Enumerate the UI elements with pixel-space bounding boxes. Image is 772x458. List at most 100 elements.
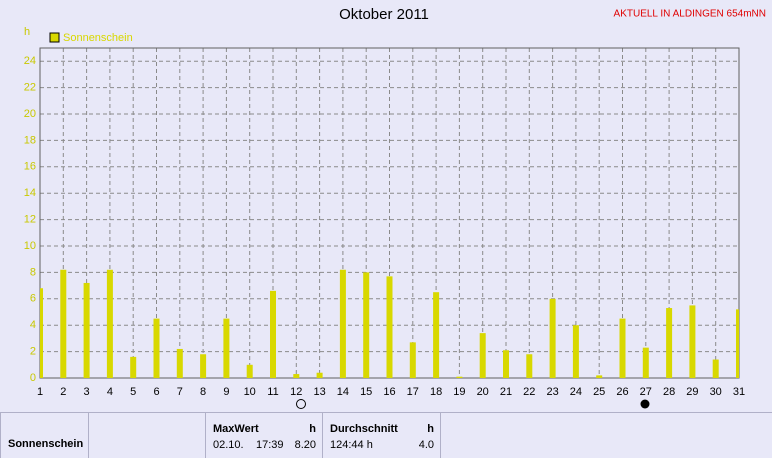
x-tick-label: 30 (710, 386, 722, 398)
y-tick-label: 16 (24, 161, 36, 173)
x-tick-label: 2 (60, 386, 66, 398)
bar (712, 359, 719, 378)
bar (736, 309, 739, 378)
bar (316, 372, 323, 378)
empty-cell (88, 412, 205, 458)
bar (246, 364, 253, 378)
moon-full (296, 399, 306, 409)
y-tick-label: 14 (24, 187, 36, 199)
x-tick-label: 22 (523, 386, 535, 398)
bar (60, 269, 67, 378)
x-tick-label: 3 (84, 386, 90, 398)
x-tick-label: 1 (37, 386, 43, 398)
row-label: Sonnenschein (8, 438, 84, 450)
bars (40, 269, 739, 378)
x-tick-label: 26 (616, 386, 628, 398)
bar (526, 354, 533, 378)
x-tick-label: 5 (130, 386, 136, 398)
bar (339, 269, 346, 378)
legend-swatch (49, 32, 60, 43)
empty-cell (440, 412, 772, 458)
y-tick-label: 4 (30, 319, 36, 331)
avg-total: 124:44 h (330, 439, 373, 451)
bar (386, 276, 393, 378)
bar (596, 375, 603, 378)
bar (176, 348, 183, 378)
max-cell: MaxWert h 02.10. 17:39 8.20 (205, 412, 322, 458)
x-tick-label: 25 (593, 386, 605, 398)
bar (363, 272, 370, 378)
y-tick-label: 18 (24, 134, 36, 146)
x-tick-label: 13 (313, 386, 325, 398)
x-tick-label: 24 (570, 386, 582, 398)
avg-cell: Durchschnitt h 124:44 h 4.0 (322, 412, 440, 458)
y-tick-label: 0 (30, 372, 36, 384)
x-tick-label: 9 (223, 386, 229, 398)
max-time: 17:39 (256, 439, 284, 451)
bar (270, 290, 276, 378)
y-tick-label: 6 (30, 293, 36, 305)
y-tick-label: 22 (24, 82, 36, 94)
bar (666, 308, 673, 378)
chart-subtitle: AKTUELL IN ALDINGEN 654mNN (614, 9, 766, 20)
row-label-cell: Sonnenschein (0, 412, 88, 458)
x-tick-label: 31 (733, 386, 745, 398)
x-tick-label: 10 (244, 386, 256, 398)
bar (572, 325, 579, 378)
chart: Oktober 2011 AKTUELL IN ALDINGEN 654mNN … (24, 6, 766, 409)
x-tick-label: 19 (453, 386, 465, 398)
bar (200, 354, 207, 378)
avg-value: 4.0 (418, 439, 434, 451)
bar (223, 318, 230, 378)
x-tick-label: 15 (360, 386, 372, 398)
legend-label: Sonnenschein (63, 32, 133, 44)
bar (153, 318, 160, 378)
avg-header: Durchschnitt (330, 423, 398, 435)
y-axis-label: h (24, 26, 30, 38)
bar (40, 288, 43, 378)
bar (83, 282, 90, 378)
x-tick-label: 27 (640, 386, 652, 398)
bar (106, 269, 113, 378)
x-tick-label: 8 (200, 386, 206, 398)
x-tick-label: 18 (430, 386, 442, 398)
x-tick-label: 11 (267, 386, 278, 398)
x-tick-label: 12 (290, 386, 302, 398)
chart-title: Oktober 2011 (339, 6, 429, 23)
x-tick-label: 7 (177, 386, 183, 398)
avg-unit: h (427, 423, 434, 435)
x-tick-label: 20 (477, 386, 489, 398)
bar (456, 376, 463, 378)
x-tick-label: 23 (546, 386, 558, 398)
y-tick-label: 20 (24, 108, 36, 120)
x-tick-label: 17 (407, 386, 419, 398)
max-value: 8.20 (294, 439, 316, 451)
bar (433, 292, 440, 378)
x-tick-label: 28 (663, 386, 675, 398)
max-date: 02.10. (213, 439, 244, 451)
y-tick-label: 8 (30, 266, 36, 278)
bar (293, 374, 300, 378)
y-tick-label: 2 (30, 346, 36, 358)
x-tick-label: 29 (686, 386, 698, 398)
bar (409, 342, 416, 378)
bar (479, 333, 486, 378)
bar (130, 356, 137, 378)
max-unit: h (309, 423, 316, 435)
y-tick-label: 12 (24, 214, 36, 226)
moon-new (640, 399, 650, 409)
y-tick-label: 24 (24, 55, 36, 67)
bar (619, 318, 626, 378)
max-header: MaxWert (213, 423, 259, 435)
x-tick-label: 14 (337, 386, 349, 398)
x-tick-label: 21 (500, 386, 512, 398)
y-tick-label: 10 (24, 240, 36, 252)
x-tick-label: 6 (153, 386, 159, 398)
bar (549, 298, 556, 378)
bar (642, 347, 649, 378)
x-tick-label: 4 (107, 386, 113, 398)
x-tick-label: 16 (383, 386, 395, 398)
bar (689, 305, 696, 378)
stats-table: Sonnenschein MaxWert h 02.10. 17:39 8.20… (0, 412, 772, 458)
